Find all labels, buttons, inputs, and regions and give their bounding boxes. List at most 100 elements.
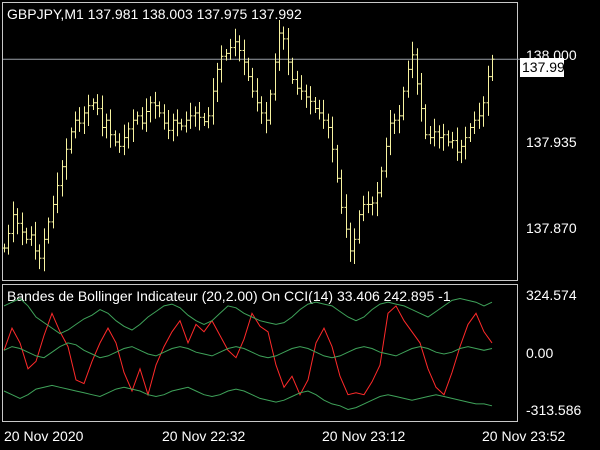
ohlc-bar — [432, 118, 437, 147]
ohlc-bar — [144, 98, 149, 132]
ohlc-bar — [64, 138, 69, 180]
ohlc-bar — [228, 38, 233, 60]
ohlc-bar — [140, 107, 145, 130]
ohlc-bar — [175, 109, 180, 137]
ohlc-bar — [179, 118, 184, 131]
ohlc-bar — [428, 126, 433, 145]
ohlc-bar — [55, 172, 60, 214]
ohlc-bar — [211, 78, 216, 125]
ohlc-bar — [95, 94, 100, 116]
ohlc-bar — [113, 130, 118, 147]
ohlc-bar — [215, 62, 220, 103]
ohlc-bar — [392, 113, 397, 135]
ohlc-bar — [219, 45, 224, 83]
ohlc-bar — [202, 112, 207, 127]
ohlc-bar — [82, 106, 87, 135]
ohlc-bar — [122, 124, 127, 156]
ohlc-bar — [344, 194, 349, 238]
indicator-pane[interactable]: Bandes de Bollinger Indicateur (20,2.00)… — [2, 284, 518, 422]
ohlc-bar — [379, 166, 384, 198]
ohlc-bar — [264, 102, 269, 134]
ohlc-bar — [135, 111, 140, 125]
ohlc-bar — [339, 169, 344, 214]
ohlc-bar — [20, 212, 25, 246]
ohlc-bar — [384, 137, 389, 178]
ohlc-bar — [415, 48, 420, 95]
ohlc-bar — [117, 133, 122, 153]
ohlc-bar — [308, 86, 313, 115]
ohlc-bar — [286, 27, 291, 76]
ohlc-bar — [410, 41, 415, 79]
ohlc-bar — [148, 96, 153, 123]
ohlc-bar — [450, 131, 455, 149]
ohlc-bar — [11, 201, 16, 243]
ohlc-bar — [193, 106, 198, 127]
ohlc-bar — [126, 122, 131, 149]
ohlc-bar — [490, 54, 495, 81]
ohlc-bar — [157, 101, 162, 118]
ohlc-bar — [321, 99, 326, 129]
ohlc-bar — [206, 107, 211, 129]
price-tick-label: 137.870 — [526, 220, 577, 236]
ohlc-bar — [15, 208, 20, 235]
ohlc-bar — [77, 107, 82, 132]
ohlc-bar — [361, 195, 366, 222]
indicator-tick-label: -313.586 — [526, 402, 582, 418]
ohlc-bar — [352, 228, 357, 265]
indicator-title: Bandes de Bollinger Indicateur (20,2.00)… — [7, 288, 451, 304]
ohlc-bar — [330, 116, 335, 163]
ohlc-bar — [273, 53, 278, 101]
ohlc-bar — [406, 60, 411, 98]
time-axis-label: 20 Nov 22:32 — [162, 428, 246, 444]
indicator-tick-label: 0.00 — [526, 345, 554, 361]
ohlc-bar — [313, 96, 318, 113]
ohlc-bar — [42, 228, 47, 272]
ohlc-bar — [33, 221, 38, 260]
ohlc-bar — [24, 227, 29, 244]
ohlc-bar — [446, 130, 451, 147]
ohlc-bar — [419, 73, 424, 122]
ohlc-bar — [472, 111, 477, 135]
price-tick-label: 137.935 — [526, 134, 577, 150]
ohlc-bar — [73, 111, 78, 139]
cci-line — [3, 305, 493, 397]
ohlc-bar — [224, 49, 229, 61]
ohlc-bar — [2, 243, 7, 253]
ohlc-bar — [162, 104, 167, 130]
ohlc-bar — [348, 222, 353, 262]
ohlc-bar — [290, 57, 295, 84]
ohlc-bar — [455, 127, 460, 161]
ohlc-bar — [153, 91, 158, 119]
price-chart-pane[interactable]: GBPJPY,M1 137.981 138.003 137.975 137.99… — [2, 2, 518, 281]
ohlc-bar — [366, 191, 371, 214]
ohlc-bar — [295, 70, 300, 95]
ohlc-bar — [255, 78, 260, 112]
ohlc-bar — [86, 94, 91, 127]
ohlc-bar — [357, 210, 362, 244]
ohlc-bar — [197, 102, 202, 131]
ohlc-bar — [281, 26, 286, 50]
ohlc-bar — [317, 99, 322, 120]
ohlc-bar — [277, 19, 282, 71]
ohlc-bar — [388, 110, 393, 156]
ohlc-bar — [69, 127, 74, 154]
ohlc-bar — [188, 102, 193, 129]
ohlc-bar — [459, 139, 464, 164]
ohlc-bar — [51, 195, 56, 229]
ohlc-bar — [233, 28, 238, 57]
ohlc-bar — [463, 126, 468, 160]
ohlc-bar — [304, 84, 309, 108]
ohlc-bar — [6, 224, 11, 255]
ohlc-bar — [299, 75, 304, 100]
ohlc-bar — [268, 89, 273, 125]
ohlc-bar — [37, 244, 42, 270]
ohlc-bar — [437, 125, 442, 149]
indicator-tick-label: 324.574 — [526, 287, 577, 303]
time-axis-label: 20 Nov 2020 — [4, 428, 84, 444]
ohlc-bar — [100, 95, 105, 137]
ohlc-bar — [477, 102, 482, 129]
bollinger-upper-band — [3, 297, 493, 335]
ohlc-bar — [184, 111, 189, 133]
